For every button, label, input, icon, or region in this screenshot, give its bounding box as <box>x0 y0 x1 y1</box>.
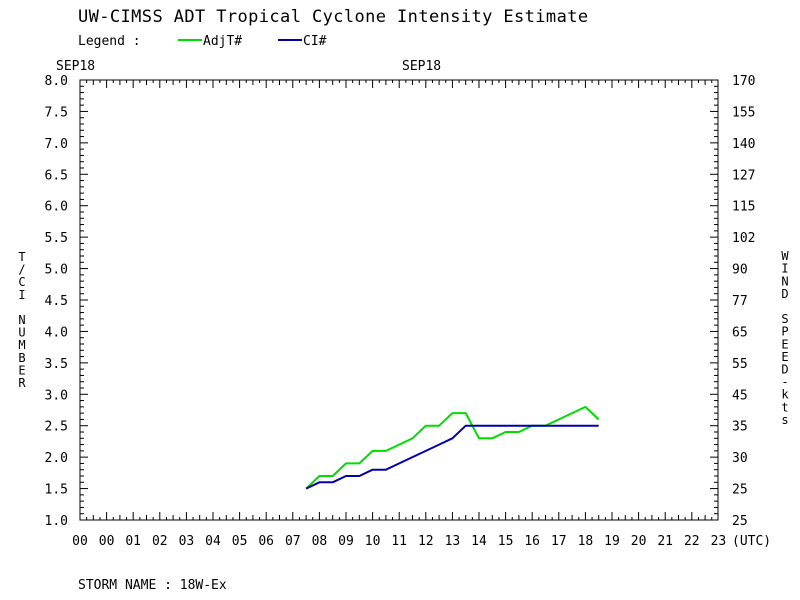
plot-frame <box>79 79 719 521</box>
x-tick-label: 02 <box>152 534 168 549</box>
y-right-tick-label: 155 <box>732 105 755 120</box>
x-tick-label: 17 <box>551 534 567 549</box>
x-tick-label: 03 <box>179 534 195 549</box>
x-tick-label: 07 <box>285 534 301 549</box>
y-right-tick-label: 170 <box>732 74 755 89</box>
date-label-left: SEP18 <box>56 59 95 74</box>
y-right-tick-label: 25 <box>732 514 748 529</box>
y-left-tick-label: 7.5 <box>45 105 68 120</box>
x-tick-label: 20 <box>631 534 647 549</box>
x-tick-label: 16 <box>524 534 540 549</box>
y-right-tick-label: 65 <box>732 325 748 340</box>
series-layer <box>305 405 600 490</box>
y-right-tick-label: 55 <box>732 357 748 372</box>
series-line-ci <box>305 424 599 490</box>
y-left-tick-label: 1.5 <box>45 483 68 498</box>
x-tick-label: 15 <box>498 534 514 549</box>
x-tick-label: 10 <box>365 534 381 549</box>
y-right-tick-label: 45 <box>732 388 748 403</box>
y-right-tick-label: 90 <box>732 263 748 278</box>
x-unit-label: (UTC) <box>732 534 771 549</box>
y-left-tick-label: 1.0 <box>45 514 68 529</box>
x-tick-label: 23 <box>711 534 727 549</box>
y-left-tick-label: 3.0 <box>45 388 68 403</box>
y-right-tick-label: 25 <box>732 483 748 498</box>
x-tick-label: 12 <box>418 534 434 549</box>
y-right-tick-label: 140 <box>732 137 755 152</box>
y-right-tick-label: 127 <box>732 168 755 183</box>
x-tick-label: 06 <box>258 534 274 549</box>
axes-group: 1.0 25 1.5 25 2.0 30 2.5 35 3.0 45 3.5 55 4.0 65 4.5 77… <box>45 74 772 549</box>
legend-label: Legend : <box>78 34 141 49</box>
y-right-tick-label: 30 <box>732 451 748 466</box>
x-tick-label: 11 <box>391 534 407 549</box>
y-left-tick-label: 6.5 <box>45 168 68 183</box>
legend-entry-ci: CI# <box>303 34 327 49</box>
y-left-tick-label: 6.0 <box>45 200 68 215</box>
chart-title: UW-CIMSS ADT Tropical Cyclone Intensity … <box>78 7 588 27</box>
y-right-tick-label: 77 <box>732 294 748 309</box>
y-left-tick-label: 4.5 <box>45 294 68 309</box>
x-tick-label: 00 <box>72 534 88 549</box>
x-tick-label: 05 <box>232 534 248 549</box>
x-tick-label: 00 <box>99 534 115 549</box>
x-tick-label: 22 <box>684 534 700 549</box>
series-line-adjt <box>305 405 600 490</box>
y-left-tick-label: 5.0 <box>45 263 68 278</box>
x-tick-label: 18 <box>578 534 594 549</box>
date-label-center: SEP18 <box>402 59 441 74</box>
x-tick-label: 14 <box>471 534 487 549</box>
y-left-tick-label: 3.5 <box>45 357 68 372</box>
y-left-tick-label: 2.5 <box>45 420 68 435</box>
y-right-tick-label: 115 <box>732 200 755 215</box>
y-left-tick-label: 8.0 <box>45 74 68 89</box>
y-left-tick-label: 5.5 <box>45 231 68 246</box>
y-right-tick-label: 102 <box>732 231 755 246</box>
x-tick-label: 13 <box>445 534 461 549</box>
y-right-tick-label: 35 <box>732 420 748 435</box>
y-left-tick-label: 4.0 <box>45 325 68 340</box>
x-tick-label: 09 <box>338 534 354 549</box>
x-tick-label: 19 <box>604 534 620 549</box>
x-tick-label: 08 <box>312 534 328 549</box>
y-left-tick-label: 7.0 <box>45 137 68 152</box>
x-tick-label: 04 <box>205 534 221 549</box>
legend-entry-adjt: AdjT# <box>203 34 242 49</box>
x-tick-label: 21 <box>657 534 673 549</box>
storm-name: STORM NAME : 18W-Ex <box>78 578 227 593</box>
y-left-tick-label: 2.0 <box>45 451 68 466</box>
x-tick-label: 01 <box>125 534 141 549</box>
